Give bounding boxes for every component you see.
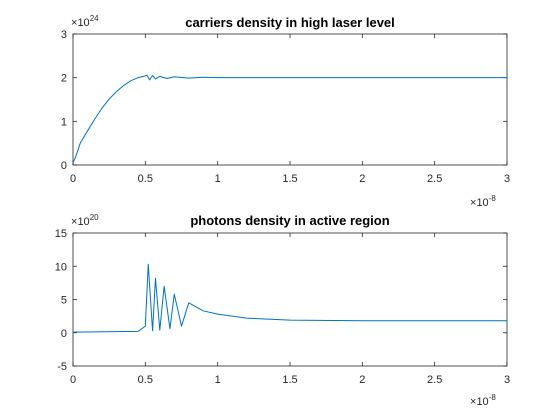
y-tick-label: 10 (55, 261, 67, 273)
exponent-power: -8 (489, 194, 497, 203)
x-tick-label: 1 (215, 173, 221, 185)
y-tick-label: 5 (61, 295, 67, 307)
x-tick-label: 3 (504, 374, 510, 386)
svg-text:×1024: ×1024 (71, 14, 99, 29)
x-exponent-label: ×10-8 (470, 393, 496, 408)
x-tick-label: 0.5 (138, 374, 153, 386)
x-tick-label: 1 (215, 374, 221, 386)
x-tick-label: 1.5 (282, 173, 297, 185)
y-tick-label: 1 (61, 116, 67, 128)
subplot-photons-density: photons density in active region 0 0.5 1 1.… (55, 213, 510, 408)
y-tick-label: 0 (61, 160, 67, 172)
x-tick-label: 2.5 (427, 173, 442, 185)
exponent-power: 24 (90, 14, 99, 23)
series-line-carriers (72, 74, 507, 164)
x-tick-label: 1.5 (282, 374, 297, 386)
x-axis-ticks: 0 0.5 1 1.5 2 2.5 3 (70, 233, 510, 386)
y-axis-ticks: 0 1 2 3 (61, 29, 507, 172)
exponent-base: 10 (476, 197, 488, 209)
exponent-base: 10 (77, 216, 89, 228)
y-tick-label: -5 (57, 361, 67, 373)
x-tick-label: 0 (70, 374, 76, 386)
exponent-power: -8 (489, 393, 497, 402)
axes-frame (72, 33, 508, 166)
y-exponent-label: ×1020 (71, 213, 99, 228)
exponent-base: 10 (77, 17, 89, 29)
svg-text:×10-8: ×10-8 (470, 194, 496, 209)
axes-frame (72, 232, 508, 367)
svg-text:×1020: ×1020 (71, 213, 99, 228)
x-tick-label: 3 (504, 173, 510, 185)
x-tick-label: 2.5 (427, 374, 442, 386)
x-exponent-label: ×10-8 (470, 194, 496, 209)
x-tick-label: 2 (359, 374, 365, 386)
exponent-times-sign: × (71, 17, 77, 29)
x-tick-label: 0 (70, 173, 76, 185)
exponent-base: 10 (476, 396, 488, 408)
subplot-carriers-density: carriers density in high laser level 0 0.… (61, 14, 510, 209)
exponent-times-sign: × (470, 396, 476, 408)
y-tick-label: 0 (61, 328, 67, 340)
y-tick-label: 3 (61, 29, 67, 41)
y-tick-label: 2 (61, 73, 67, 85)
exponent-times-sign: × (470, 197, 476, 209)
x-tick-label: 0.5 (138, 173, 153, 185)
y-axis-ticks: -5 0 5 10 15 (55, 228, 507, 373)
exponent-times-sign: × (71, 216, 77, 228)
svg-text:×10-8: ×10-8 (470, 393, 496, 408)
x-axis-ticks: 0 0.5 1 1.5 2 2.5 3 (70, 34, 510, 185)
chart-title: carriers density in high laser level (185, 15, 395, 30)
y-tick-label: 15 (55, 228, 67, 240)
series-line-photons (72, 263, 507, 333)
exponent-power: 20 (90, 213, 99, 222)
y-exponent-label: ×1024 (71, 14, 99, 29)
x-tick-label: 2 (359, 173, 365, 185)
chart-title: photons density in active region (190, 213, 389, 228)
